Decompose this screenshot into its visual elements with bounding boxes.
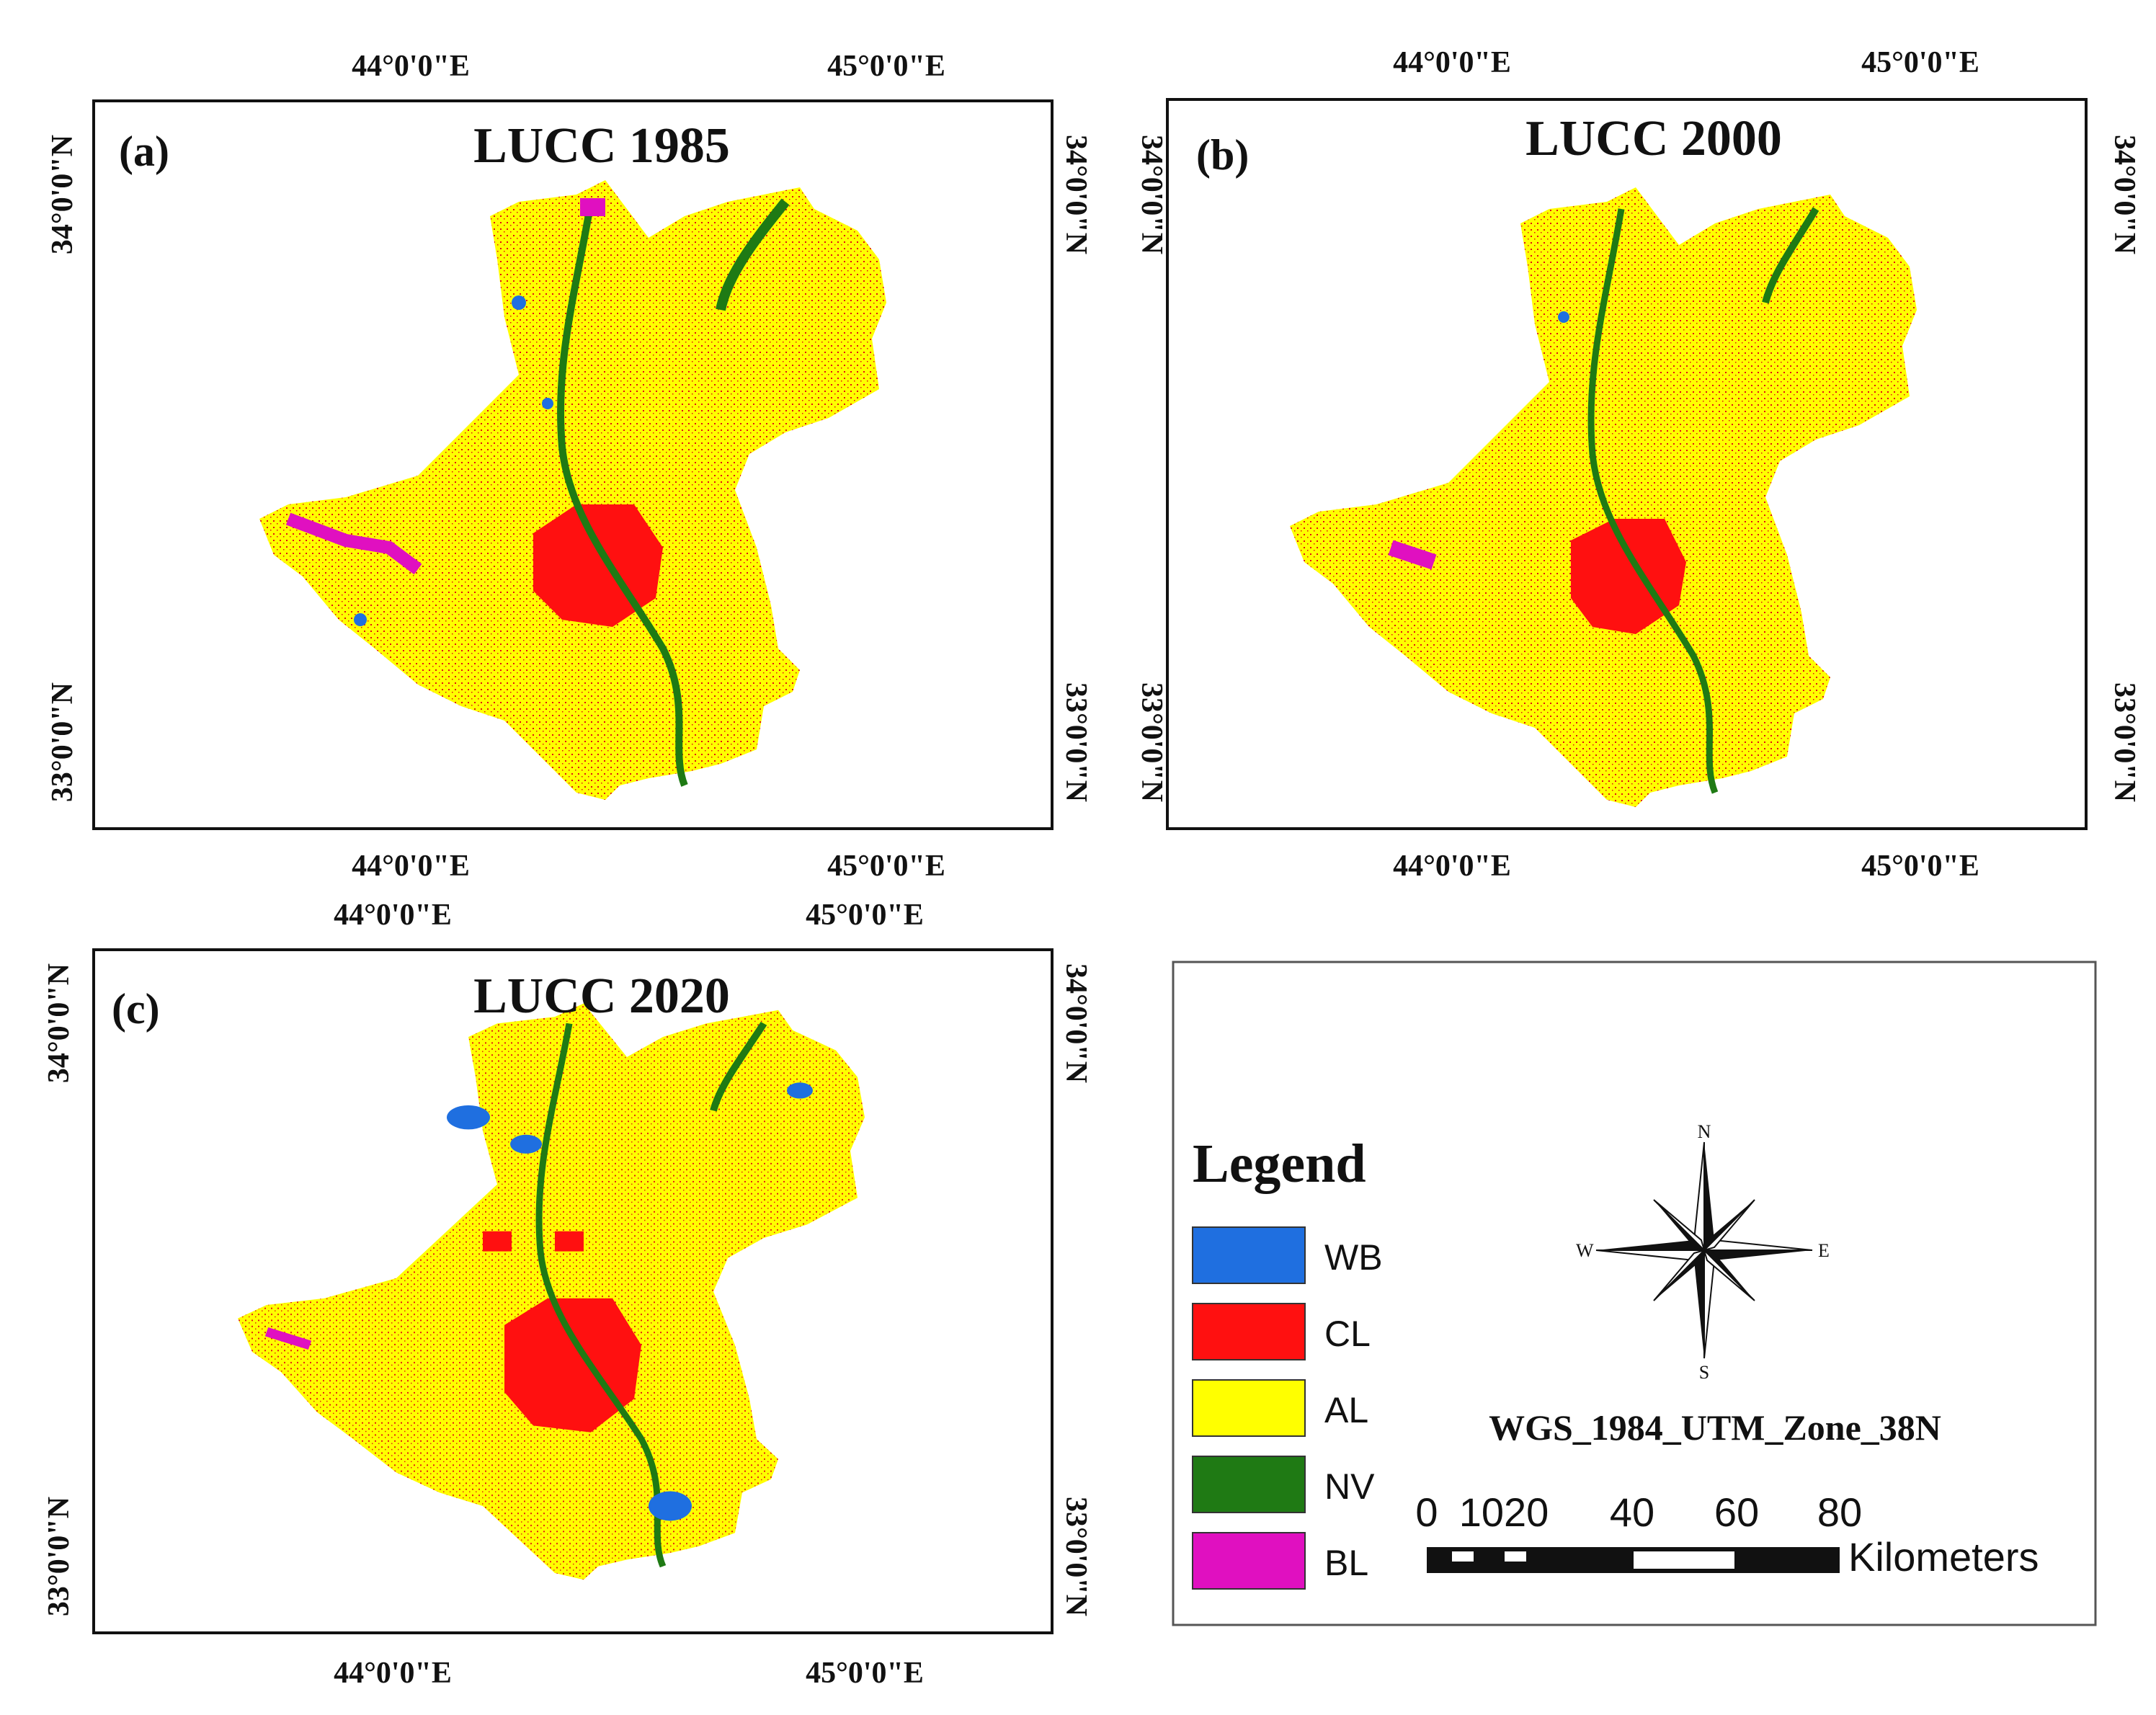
panel-b: (b) LUCC 2000 44°0'0"E 45°0'0"E 44°0'0"E… xyxy=(1135,46,2141,883)
lon-top-right-b: 45°0'0"E xyxy=(1861,46,1979,79)
lon-bottom-left-c: 44°0'0"E xyxy=(334,1657,452,1690)
legend-item-bl: BL xyxy=(1192,1532,1368,1590)
lon-bottom-right-a: 45°0'0"E xyxy=(827,850,945,883)
projection-label: WGS_1984_UTM_Zone_38N xyxy=(1489,1407,1941,1448)
lat-bottom-left-b: 33°0'0"N xyxy=(1135,682,1168,802)
legend-frame xyxy=(1172,961,2097,1626)
legend-label-nv: NV xyxy=(1324,1466,1375,1507)
lat-top-right-a: 34°0'0"N xyxy=(1059,135,1092,254)
compass-n: N xyxy=(1698,1121,1711,1142)
scale-tick-60: 60 xyxy=(1714,1489,1759,1535)
lon-top-left-a: 44°0'0"E xyxy=(352,50,470,83)
legend-label-bl: BL xyxy=(1324,1543,1368,1583)
lat-top-left-c: 34°0'0"N xyxy=(43,963,76,1083)
legend-swatch-al xyxy=(1192,1379,1306,1437)
compass-w: W xyxy=(1576,1240,1594,1261)
legend-item-cl: CL xyxy=(1192,1303,1371,1360)
scale-tick-40: 40 xyxy=(1610,1489,1654,1535)
legend-swatch-bl xyxy=(1192,1532,1306,1590)
scale-bar: 0 1020 40 60 80 Kilometers xyxy=(1415,1489,2039,1580)
lucc-map-c xyxy=(238,1003,865,1580)
legend-title: Legend xyxy=(1193,1133,1366,1194)
urban-core xyxy=(504,1298,641,1433)
river xyxy=(557,201,688,787)
lat-top-right-c: 34°0'0"N xyxy=(1059,963,1092,1083)
lat-bottom-right-c: 33°0'0"N xyxy=(1059,1497,1092,1616)
scale-tick-80: 80 xyxy=(1817,1489,1862,1535)
lon-top-left-b: 44°0'0"E xyxy=(1393,46,1511,79)
legend-panel: Legend WB CL AL NV BL xyxy=(1172,961,2097,1626)
legend-swatch-nv xyxy=(1192,1456,1306,1513)
lucc-map-b xyxy=(1290,187,1917,807)
legend-item-al: AL xyxy=(1192,1379,1368,1437)
lon-top-right-c: 45°0'0"E xyxy=(806,899,924,932)
panel-label-a: (a) xyxy=(119,128,169,175)
lon-bottom-right-b: 45°0'0"E xyxy=(1861,850,1979,883)
north-arrow-icon: N S E W xyxy=(1576,1121,1830,1383)
legend-item-wb: WB xyxy=(1192,1226,1383,1284)
urban-core xyxy=(1571,519,1686,634)
legend-label-al: AL xyxy=(1324,1390,1368,1430)
panel-label-c: (c) xyxy=(112,985,160,1033)
lat-bottom-left-a: 33°0'0"N xyxy=(46,682,79,802)
scale-tick-1020: 1020 xyxy=(1459,1489,1549,1535)
river xyxy=(1587,208,1719,794)
legend-swatch-wb xyxy=(1192,1226,1306,1284)
panel-c: (c) LUCC 2020 44°0'0"E 45°0'0"E 44°0'0"E… xyxy=(43,899,1092,1690)
scale-tick-0: 0 xyxy=(1415,1489,1438,1535)
lucc-map-a xyxy=(259,180,886,800)
lon-top-left-c: 44°0'0"E xyxy=(334,899,452,932)
legend-item-nv: NV xyxy=(1192,1456,1375,1513)
lat-bottom-right-b: 33°0'0"N xyxy=(2108,682,2141,802)
lat-top-left-b: 34°0'0"N xyxy=(1135,135,1168,254)
panel-title-c: LUCC 2020 xyxy=(473,968,730,1024)
lat-top-right-b: 34°0'0"N xyxy=(2108,135,2141,254)
panel-label-b: (b) xyxy=(1196,131,1249,179)
legend-label-wb: WB xyxy=(1324,1237,1383,1278)
lon-top-right-a: 45°0'0"E xyxy=(827,50,945,83)
scale-units: Kilometers xyxy=(1848,1534,2039,1580)
lon-bottom-left-b: 44°0'0"E xyxy=(1393,850,1511,883)
compass-s: S xyxy=(1699,1362,1709,1383)
legend-label-cl: CL xyxy=(1324,1314,1371,1354)
lat-bottom-right-a: 33°0'0"N xyxy=(1059,682,1092,802)
panel-title-a: LUCC 1985 xyxy=(473,118,730,174)
lat-top-left-a: 34°0'0"N xyxy=(46,135,79,254)
compass-e: E xyxy=(1818,1240,1830,1261)
panel-a: (a) LUCC 1985 44°0'0"E 45°0'0"E 44°0'0"E… xyxy=(46,50,1092,883)
lon-bottom-left-a: 44°0'0"E xyxy=(352,850,470,883)
lat-bottom-left-c: 33°0'0"N xyxy=(43,1497,76,1616)
legend-swatch-cl xyxy=(1192,1303,1306,1360)
panel-title-b: LUCC 2000 xyxy=(1525,111,1782,166)
lon-bottom-right-c: 45°0'0"E xyxy=(806,1657,924,1690)
